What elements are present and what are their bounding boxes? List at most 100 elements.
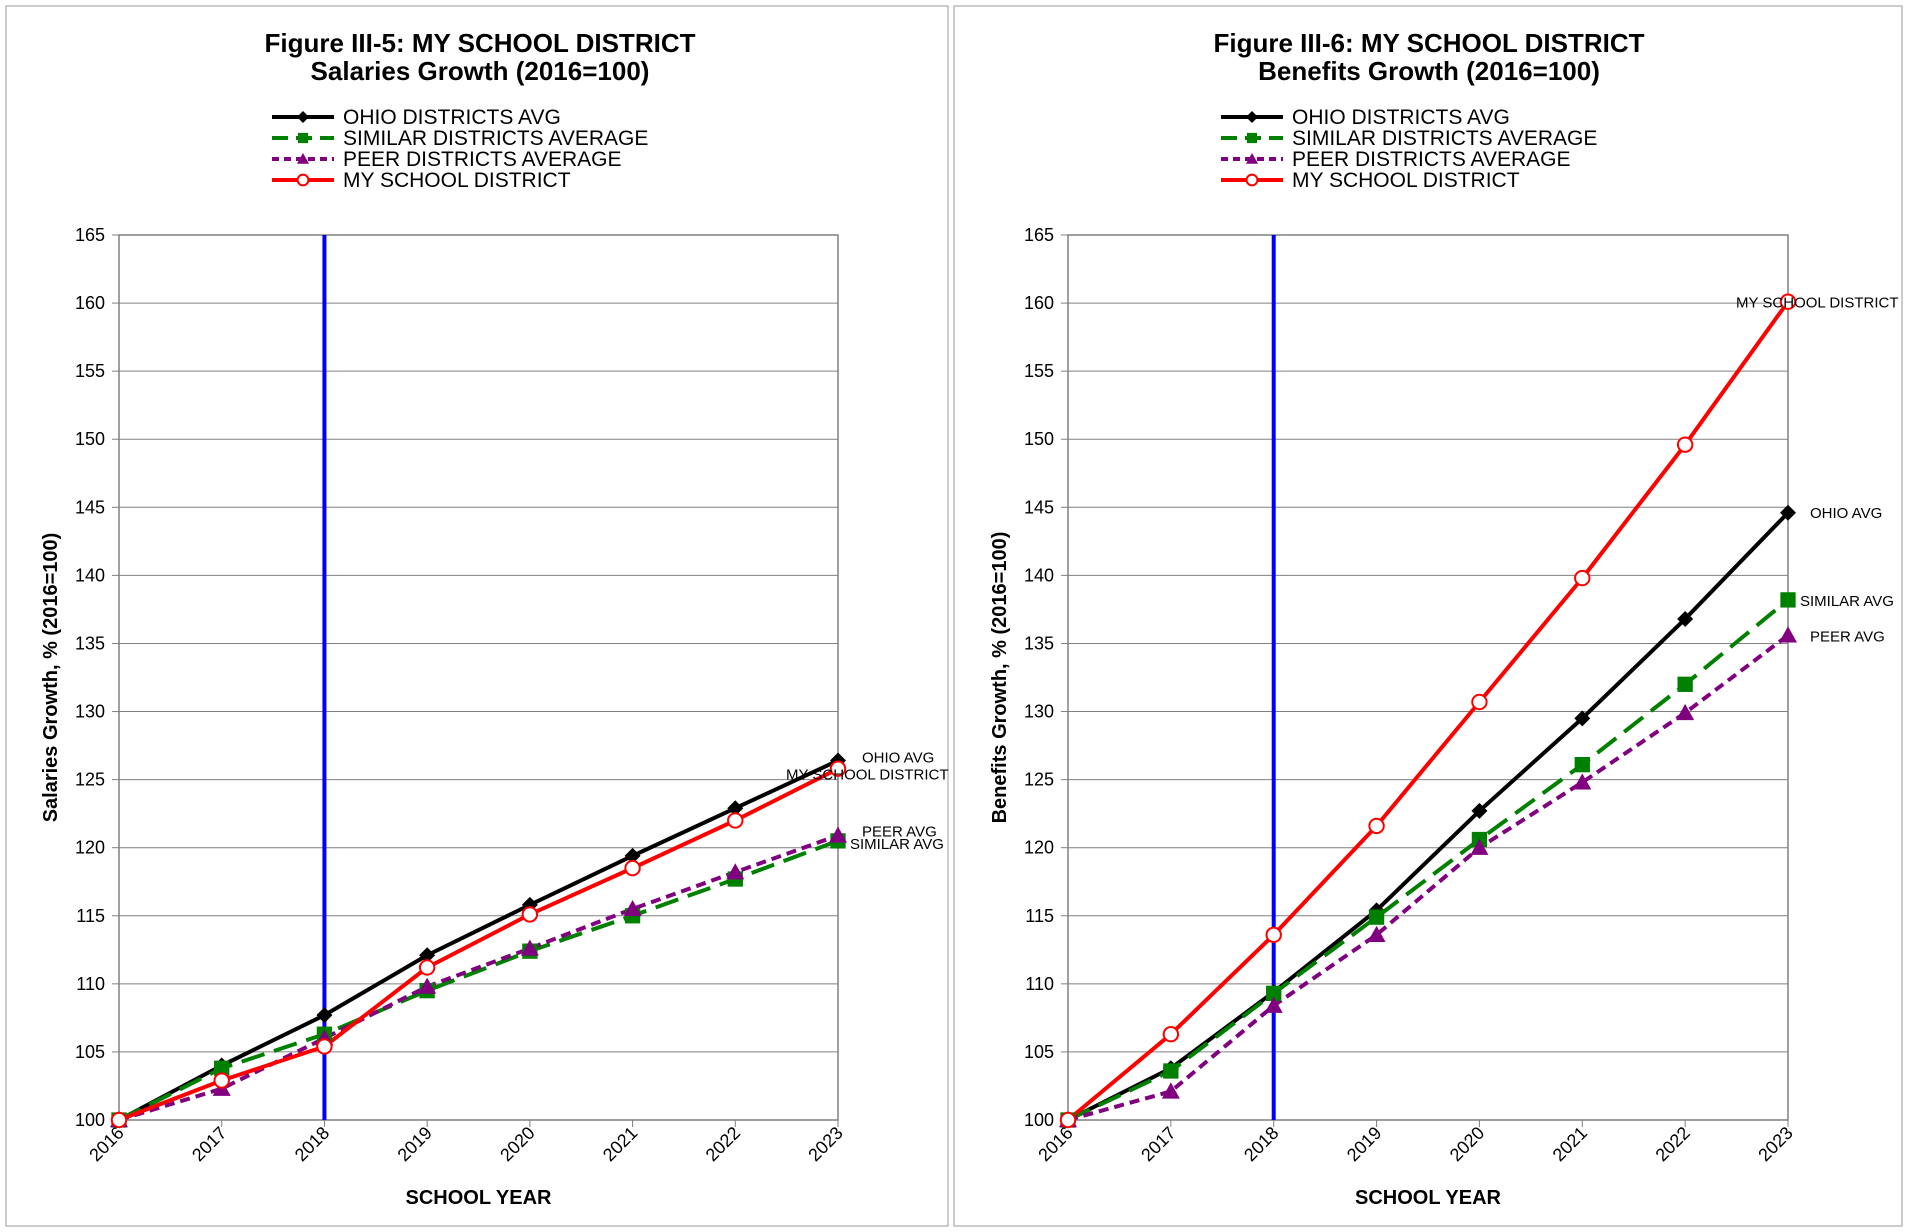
y-tick-label: 145: [75, 497, 105, 517]
y-tick-label: 105: [75, 1042, 105, 1062]
legend-marker: [1245, 173, 1259, 187]
y-tick-label: 155: [1024, 361, 1054, 381]
legend-marker: [1246, 111, 1258, 123]
legend-marker: [1246, 153, 1258, 164]
legend-entry-peer-districts-average: PEER DISTRICTS AVERAGE: [1221, 148, 1571, 171]
data-point: [1779, 626, 1797, 643]
y-axis-title: Salaries Growth, % (2016=100): [40, 533, 62, 823]
data-point: [213, 1072, 230, 1089]
data-point: [1264, 996, 1283, 1013]
data-point: [1266, 985, 1282, 1002]
legend-entry-ohio-districts-avg: OHIO DISTRICTS AVG: [1221, 106, 1510, 129]
chart-title: Figure III-6: MY SCHOOL DISTRICT: [1214, 28, 1645, 58]
y-tick-label: 105: [1024, 1042, 1054, 1062]
data-point: [1368, 909, 1385, 925]
salaries-growth-chart: Figure III-5: MY SCHOOL DISTRICTSalaries…: [5, 5, 949, 1227]
y-tick-label: 135: [1024, 633, 1054, 653]
y-tick-label: 120: [75, 838, 105, 858]
x-axis-title: SCHOOL YEAR: [1355, 1187, 1502, 1209]
legend-marker: [1246, 132, 1258, 144]
series-line-my-school-district: [118, 766, 839, 1122]
data-point: [1677, 610, 1694, 627]
legend-entry-my-school-district: MY SCHOOL DISTRICT: [1221, 169, 1520, 192]
legend-entry-ohio-districts-avg: OHIO DISTRICTS AVG: [272, 106, 561, 129]
data-point: [316, 1007, 333, 1024]
data-point: [1574, 569, 1591, 587]
chart-frame: [5, 5, 949, 1227]
series-line-similar-districts-average: [118, 839, 839, 1122]
legend-label: SIMILAR DISTRICTS AVERAGE: [1292, 127, 1597, 150]
data-point: [1161, 1082, 1180, 1099]
legend-entry-similar-districts-average: SIMILAR DISTRICTS AVERAGE: [1221, 127, 1597, 150]
data-point: [1471, 693, 1488, 711]
data-point: [521, 906, 539, 923]
y-tick-label: 125: [1024, 770, 1054, 790]
y-tick-label: 165: [75, 225, 105, 245]
y-tick-label: 100: [1024, 1110, 1054, 1130]
legend-label: MY SCHOOL DISTRICT: [343, 169, 571, 192]
data-point: [726, 863, 745, 880]
series-line-ohio-districts-avg: [118, 758, 839, 1122]
y-tick-label: 150: [1024, 429, 1054, 449]
legend-label: MY SCHOOL DISTRICT: [1292, 169, 1520, 192]
series-line-peer-districts-average: [118, 833, 839, 1122]
series-line-peer-districts-average: [1067, 633, 1790, 1122]
end-label-my-school-district: MY SCHOOL DISTRICT: [1736, 295, 1899, 312]
chart-frame: [953, 5, 1903, 1227]
legend-marker: [297, 111, 309, 123]
data-point: [418, 959, 436, 976]
chart-subtitle: Benefits Growth (2016=100): [1258, 56, 1600, 86]
data-point: [623, 899, 642, 917]
data-point: [1676, 703, 1695, 721]
data-point: [1162, 1026, 1180, 1043]
data-point: [1677, 676, 1693, 692]
legend-entry-similar-districts-average: SIMILAR DISTRICTS AVERAGE: [272, 127, 648, 150]
data-point: [1163, 1063, 1179, 1079]
y-tick-label: 110: [1025, 974, 1054, 994]
end-label-ohio-districts-avg: OHIO AVG: [862, 750, 934, 767]
plot-area: [1067, 234, 1789, 1121]
data-point: [1059, 1111, 1077, 1129]
plot-area: [118, 234, 839, 1121]
y-tick-label: 110: [76, 974, 105, 994]
y-tick-label: 115: [76, 906, 105, 926]
end-label-peer-districts-average: PEER AVG: [1810, 628, 1885, 645]
data-point: [1470, 838, 1489, 855]
data-point: [829, 826, 847, 843]
data-point: [1574, 710, 1591, 727]
chart-title: Figure III-5: MY SCHOOL DISTRICT: [265, 28, 696, 58]
data-point: [1367, 925, 1386, 943]
end-label-my-school-district: MY SCHOOL DISTRICT: [786, 767, 949, 784]
end-label-similar-districts-average: SIMILAR AVG: [850, 836, 944, 853]
y-tick-label: 160: [1024, 293, 1054, 313]
y-tick-label: 165: [1024, 225, 1054, 245]
y-tick-label: 140: [75, 565, 105, 585]
data-point: [1265, 926, 1282, 944]
series-points-my-school-district: [1059, 293, 1797, 1129]
end-label-ohio-districts-avg: OHIO AVG: [1810, 505, 1882, 522]
y-tick-label: 135: [75, 633, 105, 653]
data-point: [727, 800, 744, 817]
y-tick-label: 115: [1025, 906, 1054, 926]
data-point: [110, 1111, 128, 1129]
chart-subtitle: Salaries Growth (2016=100): [311, 56, 650, 86]
data-point: [520, 939, 539, 956]
data-point: [829, 760, 847, 777]
data-point: [1780, 504, 1796, 521]
legend-label: OHIO DISTRICTS AVG: [343, 106, 561, 129]
legend-label: SIMILAR DISTRICTS AVERAGE: [343, 127, 648, 150]
data-point: [1368, 817, 1385, 835]
x-axis-title: SCHOOL YEAR: [406, 1187, 553, 1209]
y-tick-label: 125: [75, 770, 105, 790]
legend-label: PEER DISTRICTS AVERAGE: [343, 148, 622, 171]
data-point: [1779, 293, 1797, 310]
series-line-similar-districts-average: [1067, 598, 1790, 1122]
legend-marker: [297, 153, 309, 164]
legend-entry-peer-districts-average: PEER DISTRICTS AVERAGE: [272, 148, 622, 171]
data-point: [1780, 592, 1796, 608]
y-tick-label: 140: [1024, 565, 1054, 585]
data-point: [316, 1038, 333, 1055]
y-tick-label: 160: [75, 293, 105, 313]
legend-marker: [296, 173, 310, 187]
